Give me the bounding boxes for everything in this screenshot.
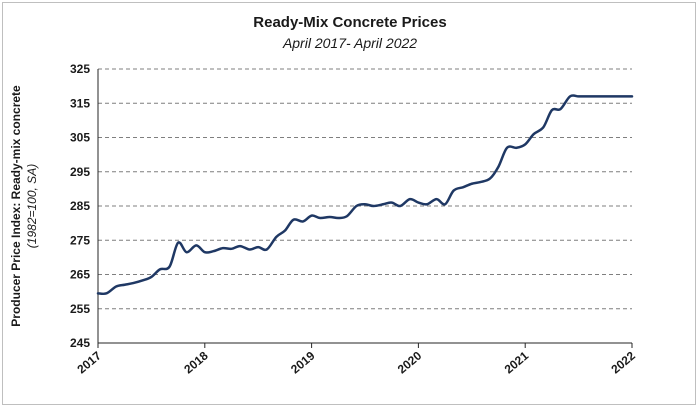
y-tick-label-315: 315: [70, 96, 90, 110]
y-tick-label-245: 245: [70, 336, 90, 350]
chart-frame: [2, 2, 696, 405]
chart-title: Ready-Mix Concrete Prices: [253, 14, 447, 31]
x-tick-label-2022: 2022: [608, 348, 638, 376]
y-tick-label-325: 325: [70, 62, 90, 76]
chart-subtitle: April 2017- April 2022: [282, 35, 418, 51]
series-line-0: [96, 94, 634, 296]
y-tick-label-285: 285: [70, 199, 90, 213]
y-tick-label-305: 305: [70, 131, 90, 145]
y-tick-label-265: 265: [70, 268, 90, 282]
y-tick-label-275: 275: [70, 233, 90, 247]
x-tick-label-2018: 2018: [181, 348, 211, 376]
x-tick-label-2019: 2019: [288, 348, 318, 376]
x-tick-label-2021: 2021: [502, 348, 532, 376]
y-tick-label-255: 255: [70, 302, 90, 316]
y-tick-label-295: 295: [70, 165, 90, 179]
x-tick-label-2017: 2017: [74, 348, 104, 376]
x-tick-label-2020: 2020: [395, 348, 425, 376]
